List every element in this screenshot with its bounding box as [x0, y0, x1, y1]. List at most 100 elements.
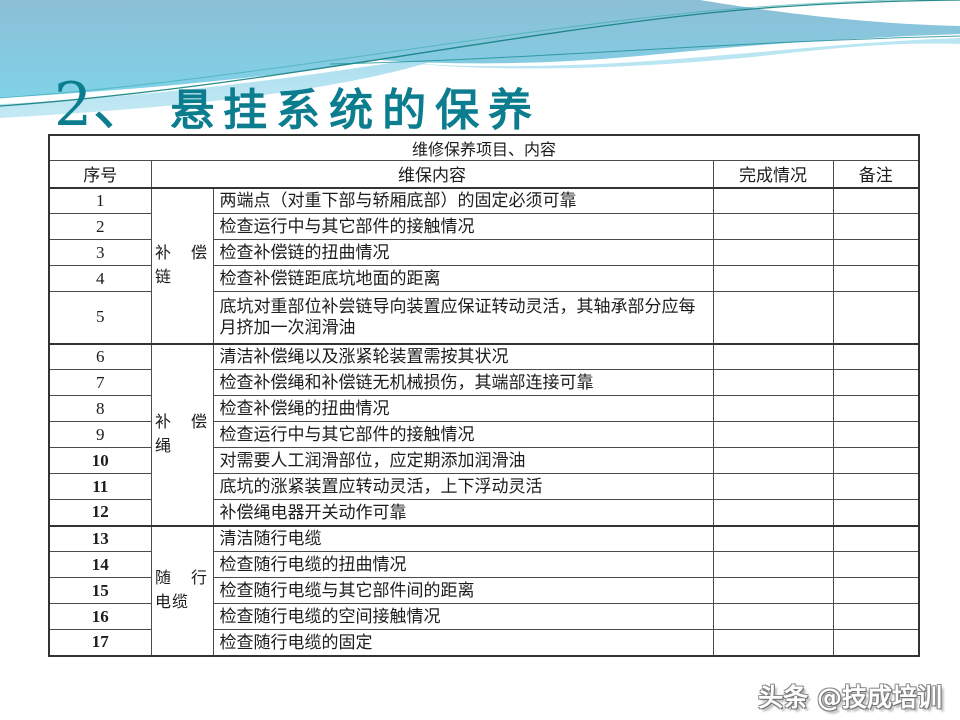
row-content: 补偿绳电器开关动作可靠: [212, 499, 714, 526]
row-number: 8: [48, 395, 152, 422]
row-number: 10: [48, 447, 152, 474]
completion-cell: [712, 577, 834, 604]
title-text: 悬挂系统的保养: [170, 85, 542, 136]
row-number: 15: [48, 577, 152, 604]
row-content: 两端点（对重下部与轿厢底部）的固定必须可靠: [212, 186, 714, 214]
row-number: 13: [48, 524, 152, 552]
completion-cell: [712, 369, 834, 396]
remarks-cell: [832, 291, 920, 344]
wave-thin-line-3: [329, 35, 960, 65]
completion-cell: [712, 603, 834, 630]
row-number: 11: [48, 473, 152, 500]
wave-thin-line-1: [0, 0, 960, 107]
table-caption-row: 维修保养项目、内容: [49, 134, 919, 161]
group-label: 补偿 链: [155, 245, 207, 286]
maintenance-table: 维修保养项目、内容 序号 维保内容 完成情况 备注 1 补偿 链 两端点（对重下…: [48, 134, 920, 657]
row-number: 2: [48, 213, 152, 240]
group-label: 补偿 绳: [155, 414, 207, 455]
remarks-cell: [832, 629, 920, 657]
group-label: 随行 电缆: [155, 570, 207, 611]
remarks-cell: [832, 421, 920, 448]
row-content: 检查运行中与其它部件的接触情况: [212, 421, 714, 448]
row-number: 5: [48, 291, 152, 344]
row-content: 检查补偿链的扭曲情况: [212, 239, 714, 266]
row-content: 清洁随行电缆: [212, 524, 714, 552]
watermark: 头条 @技成培训: [758, 683, 942, 712]
row-number: 3: [48, 239, 152, 266]
row-number: 17: [48, 629, 152, 657]
row-content: 检查随行电缆的固定: [212, 629, 714, 657]
row-content: 检查随行电缆的扭曲情况: [212, 551, 714, 578]
table-row: 13 随行 电缆 清洁随行电缆: [48, 524, 920, 656]
table-row: 16 检查随行电缆的空间接触情况: [48, 603, 920, 630]
group-label-cell: 补偿 链: [150, 186, 214, 344]
table-row: 15 检查随行电缆与其它部件间的距离: [48, 577, 920, 604]
wave-lower-wedge: [0, 52, 460, 118]
row-number: 6: [48, 342, 152, 370]
row-content: 检查随行电缆的空间接触情况: [212, 603, 714, 630]
row-content: 检查补偿链距底坑地面的距离: [212, 265, 714, 292]
row-content: 底坑对重部位补尝链导向装置应保证转动灵活，其轴承部分应每月挤加一次润滑油: [212, 291, 714, 344]
wave-main-blob: [0, 0, 960, 98]
remarks-cell: [832, 213, 920, 240]
completion-cell: [712, 395, 834, 422]
row-number: 16: [48, 603, 152, 630]
table-row: 5 底坑对重部位补尝链导向装置应保证转动灵活，其轴承部分应每月挤加一次润滑油: [48, 291, 920, 344]
completion-cell: [712, 447, 834, 474]
remarks-cell: [832, 577, 920, 604]
table-row: 17 检查随行电缆的固定: [48, 629, 920, 657]
row-content: 检查补偿绳和补偿链无机械损伤，其端部连接可靠: [212, 369, 714, 396]
title-number: 2、: [54, 70, 153, 140]
row-content: 底坑的涨紧装置应转动灵活，上下浮动灵活: [212, 473, 714, 500]
completion-cell: [712, 213, 834, 240]
table-row: 14 检查随行电缆的扭曲情况: [48, 551, 920, 578]
row-content: 对需要人工润滑部位，应定期添加润滑油: [212, 447, 714, 474]
completion-cell: [712, 265, 834, 292]
remarks-cell: [832, 239, 920, 266]
header-index: 序号: [48, 160, 152, 188]
page-title: 2、 悬挂系统的保养: [54, 56, 541, 143]
completion-cell: [712, 342, 834, 370]
header-wave-decoration: [0, 0, 960, 118]
completion-cell: [712, 499, 834, 526]
remarks-cell: [832, 551, 920, 578]
wave-aqua-stripe: [400, 38, 960, 69]
row-number: 1: [48, 186, 152, 214]
completion-cell: [712, 473, 834, 500]
remarks-cell: [832, 186, 920, 214]
row-number: 9: [48, 421, 152, 448]
completion-cell: [712, 421, 834, 448]
completion-cell: [712, 551, 834, 578]
table-header-row: 序号 维保内容 完成情况 备注: [48, 160, 920, 188]
row-number: 4: [48, 265, 152, 292]
row-number: 7: [48, 369, 152, 396]
group-label-cell: 补偿 绳: [150, 342, 214, 526]
completion-cell: [712, 186, 834, 214]
group-label-cell: 随行 电缆: [150, 524, 214, 656]
remarks-cell: [832, 369, 920, 396]
remarks-cell: [832, 473, 920, 500]
remarks-cell: [832, 342, 920, 370]
completion-cell: [712, 629, 834, 657]
table-row: 9 检查运行中与其它部件的接触情况: [48, 421, 920, 448]
remarks-cell: [832, 499, 920, 526]
table-row: 1 补偿 链 两端点（对重下部与轿厢底部）的固定必须可靠: [48, 186, 920, 344]
header-remarks: 备注: [832, 160, 920, 188]
wave-thin-line-2: [0, 0, 908, 99]
table-row: 11 底坑的涨紧装置应转动灵活，上下浮动灵活: [48, 473, 920, 500]
remarks-cell: [832, 447, 920, 474]
header-completion: 完成情况: [712, 160, 834, 188]
completion-cell: [712, 239, 834, 266]
completion-cell: [712, 524, 834, 552]
table-caption: 维修保养项目、内容: [49, 134, 919, 161]
row-content: 检查随行电缆与其它部件间的距离: [212, 577, 714, 604]
remarks-cell: [832, 603, 920, 630]
remarks-cell: [832, 265, 920, 292]
header-content: 维保内容: [150, 160, 714, 188]
row-content: 清洁补偿绳以及涨紧轮装置需按其状况: [212, 342, 714, 370]
table-row: 6 补偿 绳 清洁补偿绳以及涨紧轮装置需按其状况: [48, 342, 920, 526]
row-content: 检查运行中与其它部件的接触情况: [212, 213, 714, 240]
completion-cell: [712, 291, 834, 344]
row-number: 12: [48, 499, 152, 526]
